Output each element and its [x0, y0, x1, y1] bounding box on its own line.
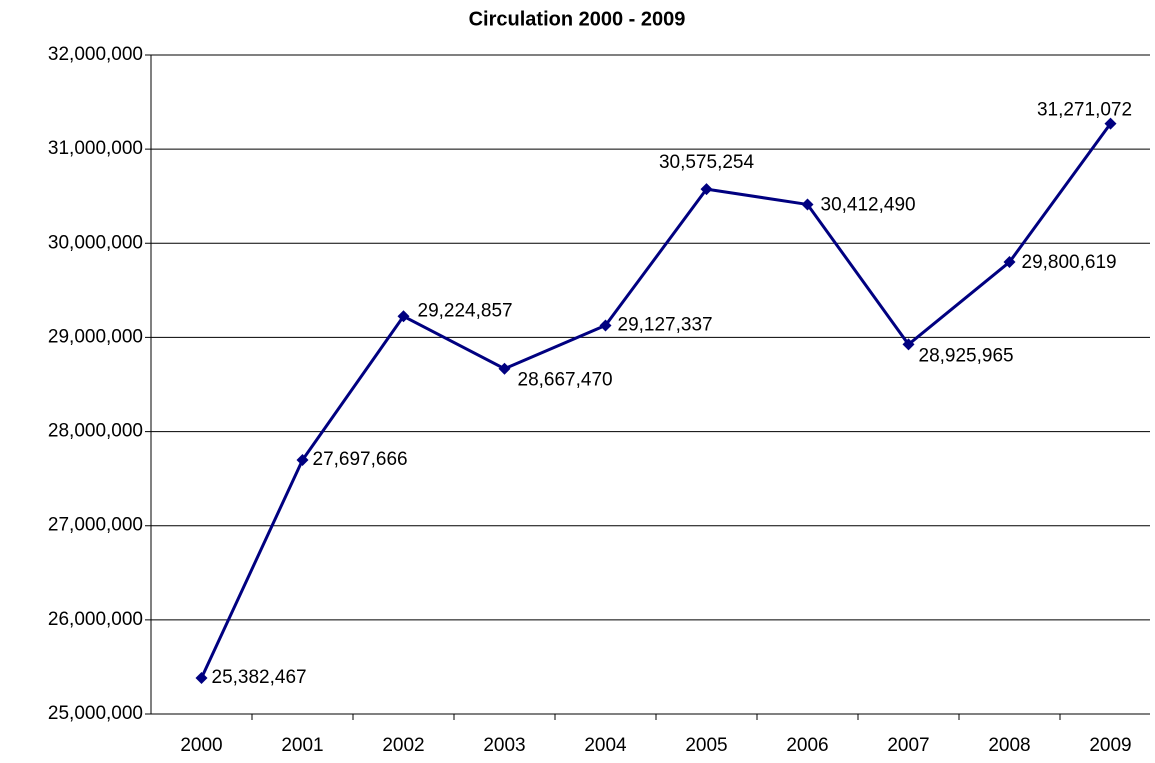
marker — [599, 319, 612, 332]
y-tick-label: 28,000,000 — [48, 421, 143, 442]
marker — [1104, 117, 1117, 130]
data-label: 30,575,254 — [659, 152, 755, 173]
y-tick-label: 26,000,000 — [48, 609, 143, 630]
data-label: 28,667,470 — [518, 370, 613, 391]
x-tick-label: 2002 — [382, 735, 424, 756]
x-tick-label: 2005 — [685, 735, 727, 756]
data-label: 29,127,337 — [618, 314, 713, 335]
x-tick-label: 2000 — [180, 735, 222, 756]
marker — [1003, 256, 1016, 269]
x-tick-label: 2003 — [483, 735, 525, 756]
x-tick-label: 2007 — [887, 735, 929, 756]
marker — [700, 183, 713, 196]
line — [200, 122, 1112, 679]
data-label: 27,697,666 — [313, 449, 408, 470]
marker — [296, 454, 309, 467]
marker — [397, 310, 410, 323]
x-tick-label: 2001 — [281, 735, 323, 756]
data-label: 28,925,965 — [919, 345, 1014, 366]
y-tick-label: 29,000,000 — [48, 326, 143, 347]
data-label: 25,382,467 — [212, 667, 307, 688]
marker — [902, 338, 915, 351]
data-label: 29,800,619 — [1022, 252, 1117, 273]
y-tick-label: 27,000,000 — [48, 515, 143, 536]
data-label: 29,224,857 — [418, 300, 513, 321]
y-tick-label: 30,000,000 — [48, 232, 143, 253]
y-tick-label: 31,000,000 — [48, 138, 143, 159]
y-tick-label: 25,000,000 — [48, 703, 143, 724]
x-tick-label: 2004 — [584, 735, 627, 756]
marker — [498, 362, 511, 375]
marker — [195, 671, 208, 684]
x-tick-label: 2008 — [988, 735, 1030, 756]
y-tick-label: 32,000,000 — [48, 44, 143, 65]
chart-title: Circulation 2000 - 2009 — [469, 8, 686, 30]
x-tick-label: 2009 — [1089, 735, 1131, 756]
marker — [801, 198, 814, 211]
x-tick-label: 2006 — [786, 735, 828, 756]
data-label: 31,271,072 — [1037, 100, 1132, 121]
data-label: 30,412,490 — [821, 194, 916, 215]
